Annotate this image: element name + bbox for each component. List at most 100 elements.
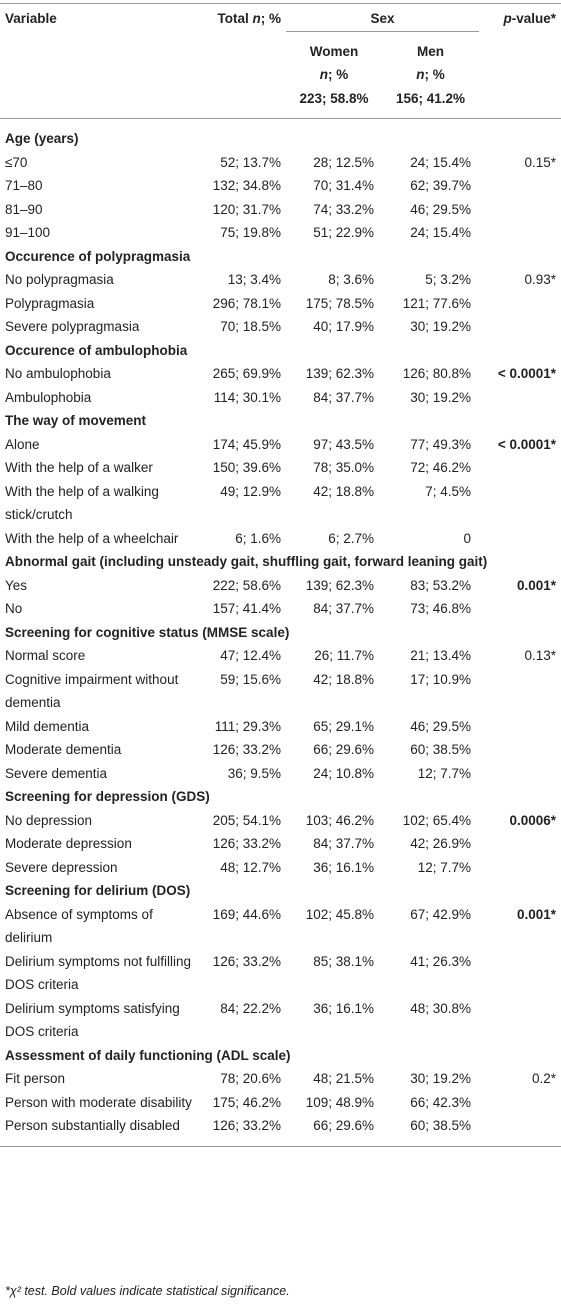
women-cell: 42; 18.8% bbox=[313, 671, 374, 687]
header-text: n bbox=[416, 67, 425, 82]
header-cell: p-value* bbox=[479, 3, 561, 31]
total-cell: 120; 31.7% bbox=[212, 201, 281, 217]
data-row: Moderate depression 126; 33.2% 84; 37.7% 42… bbox=[0, 832, 561, 856]
data-row: Severe depression 48; 12.7% 36; 16.1% 12; 7… bbox=[0, 856, 561, 880]
women-cell: 6; 2.7% bbox=[328, 530, 374, 546]
row-label: 91–100 bbox=[5, 225, 51, 240]
p-value-cell bbox=[479, 950, 561, 997]
section-row: Age (years) bbox=[0, 119, 561, 151]
total-cell: 126; 33.2% bbox=[212, 742, 281, 757]
section-title: Screening for cognitive status (MMSE sca… bbox=[5, 624, 290, 640]
women-cell: 84; 37.7% bbox=[313, 601, 374, 616]
total-cell: 36; 9.5% bbox=[227, 765, 281, 781]
row-label: No bbox=[5, 601, 23, 616]
women-cell: 26; 11.7% bbox=[314, 648, 374, 663]
women-cell: 70; 31.4% bbox=[313, 178, 374, 193]
data-row: No 157; 41.4% 84; 37.7% 73; 46.8% bbox=[0, 597, 561, 621]
total-cell: 175; 46.2% bbox=[212, 1094, 281, 1110]
men-cell: 60; 38.5% bbox=[410, 742, 471, 757]
men-cell: 72; 46.2% bbox=[410, 460, 471, 475]
row-label: Alone bbox=[5, 436, 40, 452]
men-cell: 21; 13.4% bbox=[410, 648, 471, 663]
p-value-cell: 0.2* bbox=[531, 1071, 556, 1086]
section-title: The way of movement bbox=[5, 413, 147, 428]
men-cell: 42; 26.9% bbox=[410, 836, 471, 851]
row-label: Severe polypragmasia bbox=[5, 319, 140, 334]
header-cell: Variable bbox=[0, 3, 200, 31]
row-label: 71–80 bbox=[5, 178, 43, 193]
men-cell: 17; 10.9% bbox=[410, 671, 471, 687]
p-value-cell bbox=[479, 997, 561, 1044]
header-row: Variable Total n; % Sex p-value* bbox=[0, 3, 561, 32]
footnote: *χ² test. Bold values indicate statistic… bbox=[5, 1284, 290, 1298]
row-label: Severe dementia bbox=[5, 765, 108, 781]
section-row: Screening for depression (GDS) bbox=[0, 785, 561, 809]
total-cell: 222; 58.6% bbox=[212, 577, 281, 593]
data-row: Ambulophobia 114; 30.1% 84; 37.7% 30; 19.2% bbox=[0, 386, 561, 410]
section-title: Screening for depression (GDS) bbox=[5, 789, 210, 804]
p-value-cell bbox=[479, 198, 561, 222]
data-row: 81–90 120; 31.7% 74; 33.2% 46; 29.5% bbox=[0, 198, 561, 222]
men-cell: 62; 39.7% bbox=[410, 178, 471, 193]
row-label: With the help of a walking stick/crutch bbox=[5, 483, 159, 523]
total-cell: 126; 33.2% bbox=[200, 1114, 286, 1147]
row-label: Mild dementia bbox=[5, 718, 90, 734]
section-title: Age (years) bbox=[5, 131, 79, 146]
total-cell: 70; 18.5% bbox=[220, 319, 281, 334]
p-value-cell bbox=[479, 762, 561, 786]
row-label: Person substantially disabled bbox=[0, 1114, 200, 1147]
header-text: -value* bbox=[511, 11, 556, 26]
data-row: With the help of a walker 150; 39.6% 78; 3… bbox=[0, 456, 561, 480]
men-cell: 77; 49.3% bbox=[410, 436, 471, 452]
section-title: Abnormal gait (including unsteady gait, … bbox=[5, 554, 488, 569]
total-cell: 49; 12.9% bbox=[220, 483, 281, 499]
p-value-cell bbox=[479, 738, 561, 762]
total-cell: 48; 12.7% bbox=[220, 859, 281, 875]
men-cell: 46; 29.5% bbox=[410, 718, 471, 734]
header-cell: Men n; % 156; 41.2% bbox=[382, 31, 479, 119]
women-cell: 28; 12.5% bbox=[313, 154, 374, 170]
header-text: 156; 41.2% bbox=[395, 90, 466, 106]
section-row: Occurence of ambulophobia bbox=[0, 339, 561, 363]
data-row: No ambulophobia 265; 69.9% 139; 62.3% 126; … bbox=[0, 362, 561, 386]
p-value-cell: 0.001* bbox=[516, 577, 556, 593]
header-text: n bbox=[252, 11, 261, 26]
men-cell: 12; 7.7% bbox=[417, 765, 471, 781]
section-row: Abnormal gait (including unsteady gait, … bbox=[0, 550, 561, 574]
data-row: Severe polypragmasia 70; 18.5% 40; 17.9% 30… bbox=[0, 315, 561, 339]
total-cell: 84; 22.2% bbox=[220, 1000, 281, 1016]
row-label: Severe depression bbox=[5, 859, 118, 875]
header-cell bbox=[479, 31, 561, 119]
women-cell: 103; 46.2% bbox=[305, 812, 374, 828]
p-value-cell: 0.001* bbox=[516, 906, 556, 922]
women-cell: 175; 78.5% bbox=[305, 295, 374, 311]
row-label: Yes bbox=[5, 577, 28, 593]
women-cell: 74; 33.2% bbox=[313, 201, 374, 217]
men-cell: 41; 26.3% bbox=[410, 953, 471, 969]
row-label: Person with moderate disability bbox=[5, 1094, 192, 1110]
section-title: Occurence of polypragmasia bbox=[5, 248, 191, 264]
women-cell: 51; 22.9% bbox=[313, 225, 374, 240]
women-cell: 65; 29.1% bbox=[313, 718, 374, 734]
men-cell: 0 bbox=[463, 530, 471, 546]
women-cell: 24; 10.8% bbox=[313, 765, 374, 781]
row-label: Ambulophobia bbox=[5, 389, 92, 405]
section-title: Occurence of ambulophobia bbox=[5, 342, 188, 358]
row-label: Cognitive impairment without dementia bbox=[5, 671, 179, 711]
women-cell: 8; 3.6% bbox=[328, 272, 374, 287]
row-label: 81–90 bbox=[5, 201, 43, 217]
p-value-cell bbox=[479, 715, 561, 739]
data-table: Variable Total n; % Sex p-value* Women n… bbox=[0, 3, 561, 1147]
data-row: Yes 222; 58.6% 139; 62.3% 83; 53.2% 0.001* bbox=[0, 574, 561, 598]
women-cell: 84; 37.7% bbox=[313, 389, 374, 405]
total-cell: 174; 45.9% bbox=[212, 436, 281, 452]
men-cell: 102; 65.4% bbox=[402, 812, 471, 828]
total-cell: 13; 3.4% bbox=[227, 272, 281, 287]
men-cell: 121; 77.6% bbox=[402, 295, 471, 311]
row-label: With the help of a walker bbox=[5, 460, 153, 475]
section-title: Assessment of daily functioning (ADL sca… bbox=[5, 1047, 291, 1063]
p-value-cell: < 0.0001* bbox=[497, 366, 556, 381]
p-value-cell bbox=[479, 597, 561, 621]
men-cell: 30; 19.2% bbox=[410, 389, 471, 405]
p-value-cell bbox=[479, 1091, 561, 1115]
